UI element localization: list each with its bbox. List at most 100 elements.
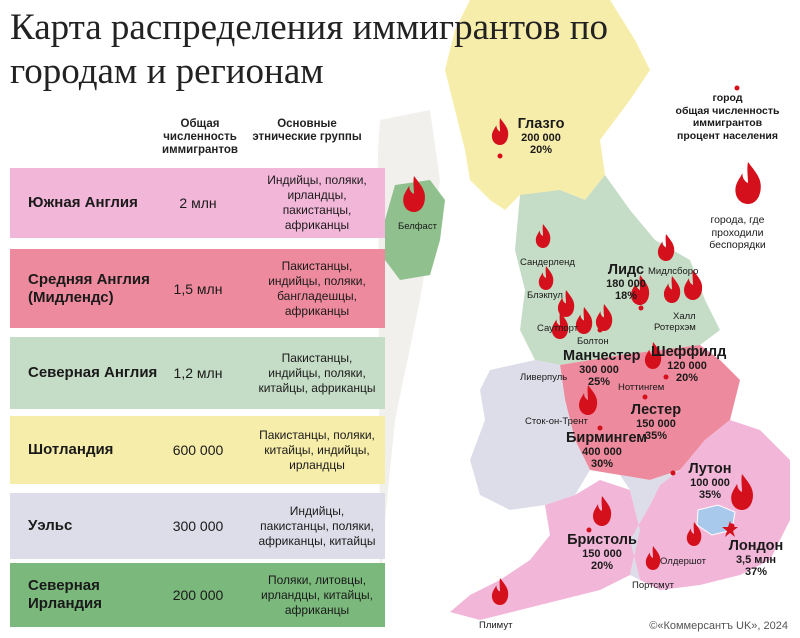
flame-icon xyxy=(731,474,753,510)
city-label: Лутон 100 000 35% xyxy=(674,461,746,501)
riot-town-label: Портсмут xyxy=(632,580,674,591)
region-groups: Индийцы, пакистанцы, поляки, африканцы, … xyxy=(258,503,376,548)
city-dot xyxy=(497,153,503,159)
flame-icon xyxy=(686,522,702,546)
city-dot xyxy=(734,85,740,91)
flame-icon xyxy=(575,307,593,334)
city-count: 200 000 xyxy=(521,132,561,144)
city-name: Манчестер xyxy=(563,348,641,364)
city-name: Глазго xyxy=(517,116,565,132)
region-groups: Пакистанцы, поляки, китайцы, индийцы, ир… xyxy=(259,427,375,472)
city-name: Шеффилд xyxy=(651,344,727,360)
flame-icon xyxy=(538,266,554,290)
city-count: 3,5 млн xyxy=(735,554,777,566)
region-groups: Пакистанцы, индийцы, поляки, бангладешцы… xyxy=(268,258,366,318)
region-row: Северная Ирландия 200 000 Поляки, литовцы,… xyxy=(10,563,385,627)
region-south-central xyxy=(620,470,680,580)
city-name: Лидс xyxy=(607,262,645,278)
region-northern-ireland xyxy=(385,180,445,280)
riot-town-label: Сандерленд xyxy=(520,257,575,268)
region-north-england xyxy=(515,175,720,365)
flame-icon xyxy=(535,224,551,248)
legend-count-label: общая численность xyxy=(675,104,780,117)
city-name: Лондон xyxy=(728,538,784,554)
region-name: Уэльс xyxy=(28,517,73,534)
region-midlands xyxy=(560,345,740,480)
flame-icon xyxy=(645,546,661,570)
city-name: Бирмингем xyxy=(566,430,648,446)
city-pct: 25% xyxy=(587,376,611,388)
region-count: 2 млн xyxy=(179,195,217,211)
city-dot xyxy=(642,394,648,400)
region-name: Северная Англия xyxy=(28,364,158,381)
region-name: Южная Англия xyxy=(28,194,138,211)
region-south-east xyxy=(630,420,790,590)
city-count: 120 000 xyxy=(667,360,707,372)
city-dot xyxy=(638,305,644,311)
city-count: 180 000 xyxy=(606,278,646,290)
flame-icon xyxy=(491,578,509,605)
city-label: Манчестер 300 000 25% xyxy=(563,348,641,388)
city-count: 150 000 xyxy=(582,548,622,560)
region-south-west xyxy=(450,480,640,620)
legend-city-key: город общая численность иммигрантов проц… xyxy=(665,92,790,142)
city-label: Бристоль 150 000 20% xyxy=(566,532,638,572)
riot-town-label: Мидлсборо xyxy=(648,266,699,277)
region-groups: Индийцы, поляки, ирландцы, пакистанцы, а… xyxy=(267,173,367,232)
legend-immigrants-label: иммигрантов xyxy=(692,117,763,129)
city-dot xyxy=(597,425,603,431)
riot-town-label: Сток-он-Трент xyxy=(525,416,588,427)
riot-town-label: Плимут xyxy=(479,620,513,631)
page-title: Карта распределения иммигрантов по город… xyxy=(10,7,609,92)
legend-pct-label: процент населения xyxy=(676,129,779,142)
city-label: Шеффилд 120 000 20% xyxy=(651,344,727,384)
riot-town-label: Белфаст xyxy=(398,221,437,232)
flame-icon xyxy=(557,290,575,317)
city-pct: 30% xyxy=(590,458,614,470)
region-row: Шотландия 600 000 Пакистанцы, поляки, кита… xyxy=(10,416,385,484)
flame-icon xyxy=(657,234,675,261)
riot-town-label: Ноттингем xyxy=(618,382,665,393)
riot-town-label: Саутпорт xyxy=(537,323,579,334)
flame-icon xyxy=(735,162,761,204)
region-count: 300 000 xyxy=(172,518,224,534)
city-pct: 35% xyxy=(644,430,668,442)
region-groups: Поляки, литовцы, ирландцы, китайцы, афри… xyxy=(261,572,373,617)
city-dot xyxy=(663,374,669,380)
region-count: 600 000 xyxy=(172,442,224,458)
region-count: 200 000 xyxy=(172,587,224,603)
city-dot xyxy=(597,327,603,333)
region-row: Средняя Англия (Мидлендс) 1,5 млн Пакистан… xyxy=(10,249,385,328)
region-row: Уэльс 300 000 Индийцы, пакистанцы, поляки,… xyxy=(10,493,385,559)
riot-town-label: Блэкпул xyxy=(527,290,563,301)
city-count: 300 000 xyxy=(579,364,619,376)
flame-icon xyxy=(595,304,613,331)
city-label: Лидс 180 000 18% xyxy=(590,262,662,302)
flame-icon xyxy=(403,176,425,212)
region-groups: Пакистанцы, индийцы, поляки, китайцы, аф… xyxy=(258,350,376,395)
legend-riot-key: города, где проходили беспорядки xyxy=(709,214,766,251)
riot-town-label: Ливерпуль xyxy=(520,372,568,383)
riot-town-label: Болтон xyxy=(577,336,609,347)
city-dots xyxy=(497,85,740,537)
city-pct: 37% xyxy=(744,566,768,578)
region-scotland xyxy=(445,0,650,210)
city-pct: 20% xyxy=(529,144,553,156)
region-name: Средняя Англия (Мидлендс) xyxy=(28,270,150,306)
city-dot xyxy=(670,470,676,476)
city-pct: 35% xyxy=(698,489,722,501)
header-count: Общая численность иммигрантов xyxy=(162,118,238,156)
flame-icon xyxy=(593,496,612,526)
riot-flames xyxy=(403,118,761,605)
city-label: Лондон 3,5 млн 37% xyxy=(720,538,792,578)
flame-icon xyxy=(631,275,650,305)
region-wales xyxy=(470,360,590,510)
region-name: Северная Ирландия xyxy=(28,577,102,612)
city-pct: 20% xyxy=(675,372,699,384)
city-name: Лутон xyxy=(688,461,732,477)
region-name: Шотландия xyxy=(28,441,114,458)
city-dot xyxy=(586,527,592,533)
city-count: 400 000 xyxy=(582,446,622,458)
region-row: Южная Англия 2 млн Индийцы, поляки, ирланд… xyxy=(10,168,385,238)
riot-town-label: Олдершот xyxy=(660,556,706,567)
